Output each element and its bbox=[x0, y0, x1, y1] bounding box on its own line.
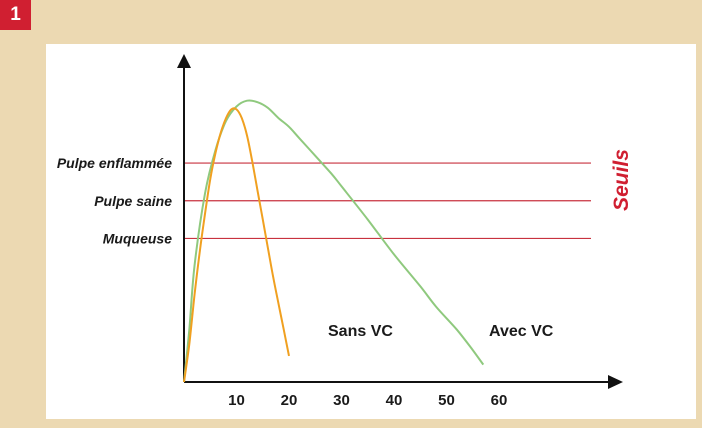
threshold-label-1: Pulpe saine bbox=[94, 193, 172, 209]
figure-number: 1 bbox=[10, 4, 21, 25]
axes bbox=[177, 54, 623, 389]
x-axis-arrow bbox=[608, 375, 623, 389]
series-labels: Sans VC Avec VC bbox=[328, 323, 554, 340]
series-line-0 bbox=[183, 107, 290, 383]
y-axis-arrow bbox=[177, 54, 191, 68]
x-tick-label-5: 60 bbox=[491, 392, 508, 409]
figure-number-badge: 1 bbox=[0, 0, 31, 30]
x-tick-label-4: 50 bbox=[438, 392, 455, 409]
x-tick-labels: 10 20 30 40 50 60 bbox=[228, 392, 507, 409]
x-tick-label-2: 30 bbox=[333, 392, 350, 409]
x-tick-label-3: 40 bbox=[386, 392, 403, 409]
chart-panel: Pulpe enflammée Pulpe saine Muqueuse 10 20 3… bbox=[46, 44, 696, 419]
thresholds-group-label: Seuils bbox=[610, 149, 633, 211]
threshold-lines: Pulpe enflammée Pulpe saine Muqueuse bbox=[57, 155, 591, 246]
series-label-1: Avec VC bbox=[489, 323, 554, 340]
x-tick-label-1: 20 bbox=[281, 392, 298, 409]
series-lines bbox=[183, 99, 485, 383]
x-tick-label-0: 10 bbox=[228, 392, 245, 409]
threshold-label-0: Pulpe enflammée bbox=[57, 155, 172, 171]
chart-svg: Pulpe enflammée Pulpe saine Muqueuse 10 20 3… bbox=[57, 54, 633, 409]
threshold-label-2: Muqueuse bbox=[103, 230, 172, 246]
series-label-0: Sans VC bbox=[328, 323, 393, 340]
series-line-1 bbox=[183, 99, 485, 383]
